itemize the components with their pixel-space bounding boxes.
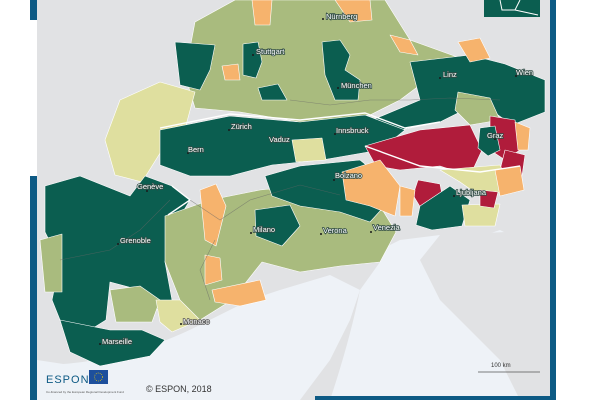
city-label-bern: Bern <box>188 145 204 154</box>
city-label-nurnberg: Nürnberg <box>326 12 357 21</box>
city-label-linz: Linz <box>443 70 457 79</box>
city-label-geneve: Genève <box>137 182 163 191</box>
espon-logo: ESPON <box>46 374 90 386</box>
city-label-vaduz: Vaduz <box>269 135 290 144</box>
adriatic-sea <box>330 255 500 400</box>
region-pale-yellow <box>291 137 327 163</box>
city-label-verona: Verona <box>323 226 348 235</box>
region-orange <box>389 34 419 56</box>
region-orange <box>399 185 416 217</box>
city-label-marseille: Marseille <box>102 337 132 346</box>
city-label-bolzano: Bolzano <box>335 171 362 180</box>
city-label-monaco: Monaco <box>183 317 210 326</box>
frame-right <box>550 0 556 400</box>
inset-locator <box>484 0 540 17</box>
region-dark-green <box>257 83 288 101</box>
scale-bar-label: 100 km <box>491 363 511 369</box>
internal-borders <box>59 97 501 301</box>
cofund-note: Co-financed by the European Regional Dev… <box>46 390 124 394</box>
region-orange <box>204 254 223 286</box>
region-dark-green <box>254 204 301 247</box>
regions <box>39 0 546 367</box>
region-orange <box>251 0 273 26</box>
region-dark-green <box>159 114 406 177</box>
region-orange <box>334 0 373 23</box>
frame-left <box>30 176 37 400</box>
city-label-wien: Wien <box>516 68 533 77</box>
region-dark-green <box>242 41 263 79</box>
city-label-munchen: München <box>341 81 372 90</box>
region-dark-green <box>321 39 361 101</box>
region-light-green <box>39 233 63 293</box>
region-light-green <box>454 91 501 126</box>
region-orange <box>514 121 531 151</box>
city-label-milano: Milano <box>253 225 275 234</box>
city-label-innsbruck: Innsbruck <box>336 126 369 135</box>
city-label-graz: Graz <box>487 131 504 140</box>
city-markers <box>99 18 517 345</box>
region-dark-green <box>59 319 166 367</box>
region-orange <box>341 159 401 217</box>
frame-bottom <box>315 396 556 400</box>
region-orange <box>211 279 267 307</box>
region-light-green <box>109 285 161 323</box>
region-orange <box>457 37 491 63</box>
eu-flag <box>89 370 108 384</box>
city-label-stuttgart: Stuttgart <box>256 47 285 56</box>
region-orange <box>221 63 241 81</box>
region-red <box>479 189 499 209</box>
city-labels: Nürnberg Stuttgart München Linz Wien Zür… <box>101 11 534 347</box>
region-dark-green <box>415 185 471 231</box>
region-dark-green <box>174 41 216 91</box>
city-label-zurich: Zürich <box>231 122 252 131</box>
frame-left <box>30 0 37 20</box>
copyright: © ESPON, 2018 <box>146 384 212 394</box>
city-label-venezia: Venezia <box>373 223 401 232</box>
city-label-ljubljana: Ljubljana <box>456 188 487 197</box>
region-dark-green <box>477 125 501 157</box>
city-label-grenoble: Grenoble <box>120 236 151 245</box>
